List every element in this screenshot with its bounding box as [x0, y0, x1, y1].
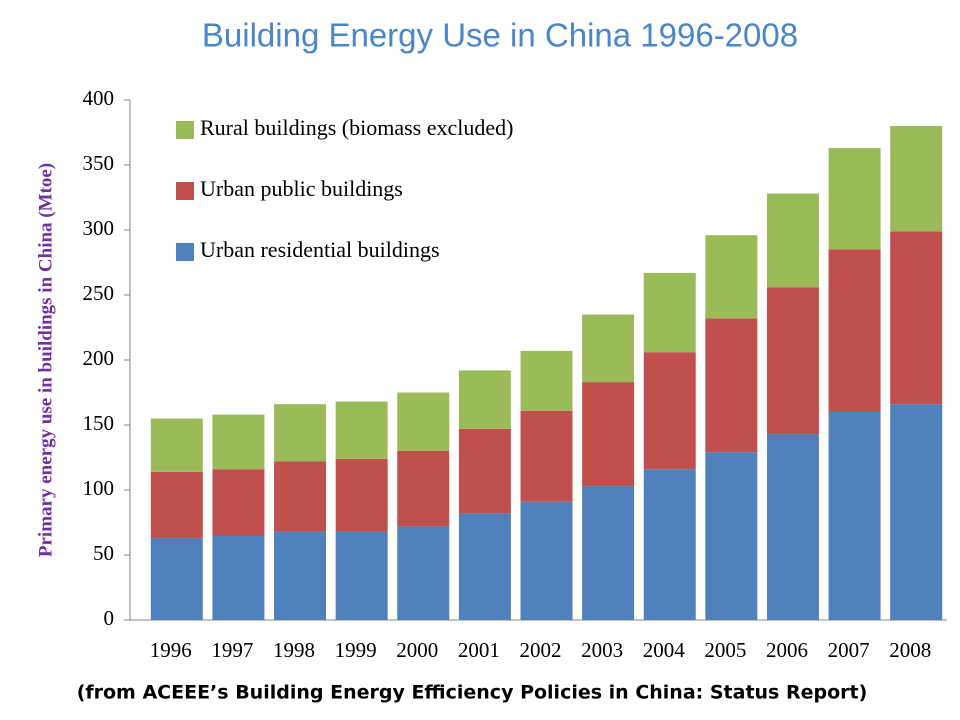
- y-tick-label: 150: [83, 411, 115, 435]
- legend-label: Rural buildings (biomass excluded): [200, 115, 513, 140]
- bar-segment: [582, 382, 635, 487]
- bar-segment: [397, 526, 450, 620]
- y-tick-label: 0: [104, 606, 115, 630]
- x-tick-label: 2006: [766, 638, 808, 662]
- legend-swatch: [176, 121, 194, 139]
- bar-segment: [397, 451, 450, 527]
- bar-segment: [582, 486, 635, 620]
- bar-segment: [582, 314, 635, 383]
- source-note: (from ACEEE’s Building Energy Efficiency…: [77, 682, 868, 704]
- bar-segment: [458, 513, 511, 620]
- x-tick-label: 2001: [458, 638, 500, 662]
- bar-segment: [766, 287, 819, 435]
- y-tick-label: 400: [83, 86, 115, 110]
- y-axis-label: Primary energy use in buildings in China…: [35, 163, 56, 557]
- bar-segment: [705, 235, 758, 319]
- x-tick-label: 1996: [150, 638, 192, 662]
- x-tick-label: 2004: [643, 638, 686, 662]
- y-tick-label: 300: [83, 216, 115, 240]
- x-tick-label: 1998: [273, 638, 315, 662]
- y-tick-label: 250: [83, 281, 115, 305]
- bar-segment: [828, 148, 881, 250]
- bar-segment: [150, 418, 203, 472]
- bar-segment: [766, 434, 819, 620]
- bar-segment: [274, 404, 327, 462]
- bar-segment: [643, 469, 696, 620]
- bar-segment: [212, 469, 265, 536]
- bar-segment: [828, 249, 881, 412]
- x-tick-label: 2007: [828, 638, 870, 662]
- legend-swatch: [176, 182, 194, 200]
- x-tick-label: 2000: [396, 638, 438, 662]
- bar-segment: [890, 404, 943, 620]
- bar-segment: [274, 461, 327, 532]
- bar-segment: [520, 350, 573, 411]
- legend-label: Urban public buildings: [200, 176, 403, 201]
- bar-segment: [890, 231, 943, 405]
- bar-segment: [397, 392, 450, 451]
- x-tick-label: 2008: [889, 638, 931, 662]
- bar-segment: [274, 531, 327, 620]
- x-tick-label: 2002: [520, 638, 562, 662]
- bar-segment: [335, 458, 388, 532]
- bar-segment: [828, 412, 881, 620]
- y-tick-label: 350: [83, 151, 115, 175]
- bar-segment: [458, 370, 511, 429]
- bar-segment: [890, 126, 943, 232]
- bar-segment: [212, 414, 265, 470]
- x-tick-label: 2005: [704, 638, 746, 662]
- x-tick-label: 1999: [335, 638, 377, 662]
- chart-title: Building Energy Use in China 1996-2008: [202, 17, 798, 54]
- bar-segment: [150, 538, 203, 620]
- bar-segment: [520, 501, 573, 620]
- legend-swatch: [176, 243, 194, 261]
- x-tick-label: 1997: [211, 638, 253, 662]
- y-tick-label: 100: [83, 476, 115, 500]
- bar-segment: [335, 401, 388, 459]
- bar-segment: [150, 471, 203, 539]
- bar-segment: [705, 452, 758, 620]
- bar-segment: [458, 428, 511, 514]
- bar-segment: [643, 272, 696, 353]
- legend-label: Urban residential buildings: [200, 237, 440, 262]
- bar-segment: [335, 531, 388, 620]
- bar-segment: [212, 535, 265, 620]
- x-tick-label: 2003: [581, 638, 623, 662]
- y-tick-label: 200: [83, 346, 115, 370]
- bar-segment: [520, 410, 573, 502]
- bar-segment: [643, 352, 696, 470]
- bar-segment: [705, 318, 758, 453]
- bar-segment: [766, 193, 819, 288]
- y-tick-label: 50: [93, 541, 114, 565]
